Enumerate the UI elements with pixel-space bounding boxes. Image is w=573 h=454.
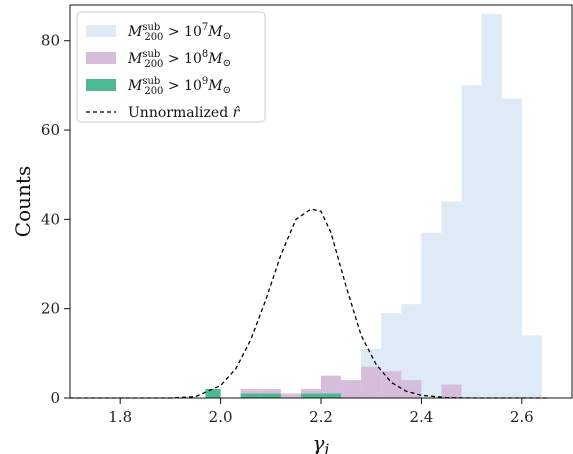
bar-series1-bin11 — [401, 304, 422, 398]
legend: Msub 200 > 107M⊙ Msub 200 > 108M⊙ Msub 200 > … — [76, 11, 266, 123]
bar-series3-bin4 — [260, 393, 281, 398]
bar-series2-bin10 — [381, 371, 402, 398]
bar-series2-bin8 — [341, 380, 362, 398]
bar-series1-bin15 — [481, 13, 502, 398]
bar-series1-bin13 — [441, 201, 462, 398]
legend-label: Msub 200 > 107M⊙ — [127, 22, 231, 43]
y-tick-label: 80 — [41, 32, 60, 50]
x-tick-label: 1.8 — [108, 408, 132, 426]
y-tick-label: 0 — [50, 389, 60, 407]
bar-series1-bin14 — [461, 85, 482, 399]
y-axis: 0 20 40 60 80 — [41, 32, 70, 407]
x-axis-label: γi — [312, 431, 329, 454]
curve-unnormalized-r-hat — [70, 208, 547, 399]
y-axis-label: Counts — [11, 166, 35, 237]
bar-series2-bin9 — [361, 366, 382, 398]
bar-series3-bin7 — [321, 393, 342, 398]
y-tick-label: 40 — [41, 210, 60, 228]
curve-layer — [70, 208, 547, 399]
x-tick-label: 2.0 — [209, 408, 233, 426]
bar-series2-bin7 — [321, 375, 342, 398]
x-tick-label: 2.4 — [409, 408, 433, 426]
legend-swatch — [86, 52, 116, 64]
legend-swatch — [86, 79, 116, 91]
legend-label: Msub 200 > 108M⊙ — [127, 49, 231, 70]
x-tick-label: 2.2 — [309, 408, 333, 426]
legend-swatch — [86, 25, 116, 37]
y-tick-label: 60 — [41, 121, 60, 139]
x-tick-label: 2.6 — [510, 408, 534, 426]
bar-series1-bin12 — [421, 232, 442, 398]
bar-series3-bin1 — [205, 389, 221, 398]
bar-series2-bin11 — [401, 380, 422, 398]
bar-series2-bin5 — [280, 393, 301, 398]
histogram-bars — [205, 13, 542, 399]
y-tick-label: 20 — [41, 300, 60, 318]
legend-label: Msub 200 > 109M⊙ — [127, 76, 231, 97]
x-axis: 1.8 2.0 2.2 2.4 2.6 — [108, 398, 534, 426]
legend-box — [76, 11, 266, 123]
bar-series3-bin3 — [240, 393, 261, 398]
bar-series1-bin17 — [521, 335, 542, 398]
bar-series3-bin6 — [300, 393, 321, 398]
bar-series1-bin16 — [501, 98, 522, 398]
legend-label: Unnormalized r̂ — [128, 105, 241, 121]
bar-series2-bin13 — [441, 384, 462, 398]
